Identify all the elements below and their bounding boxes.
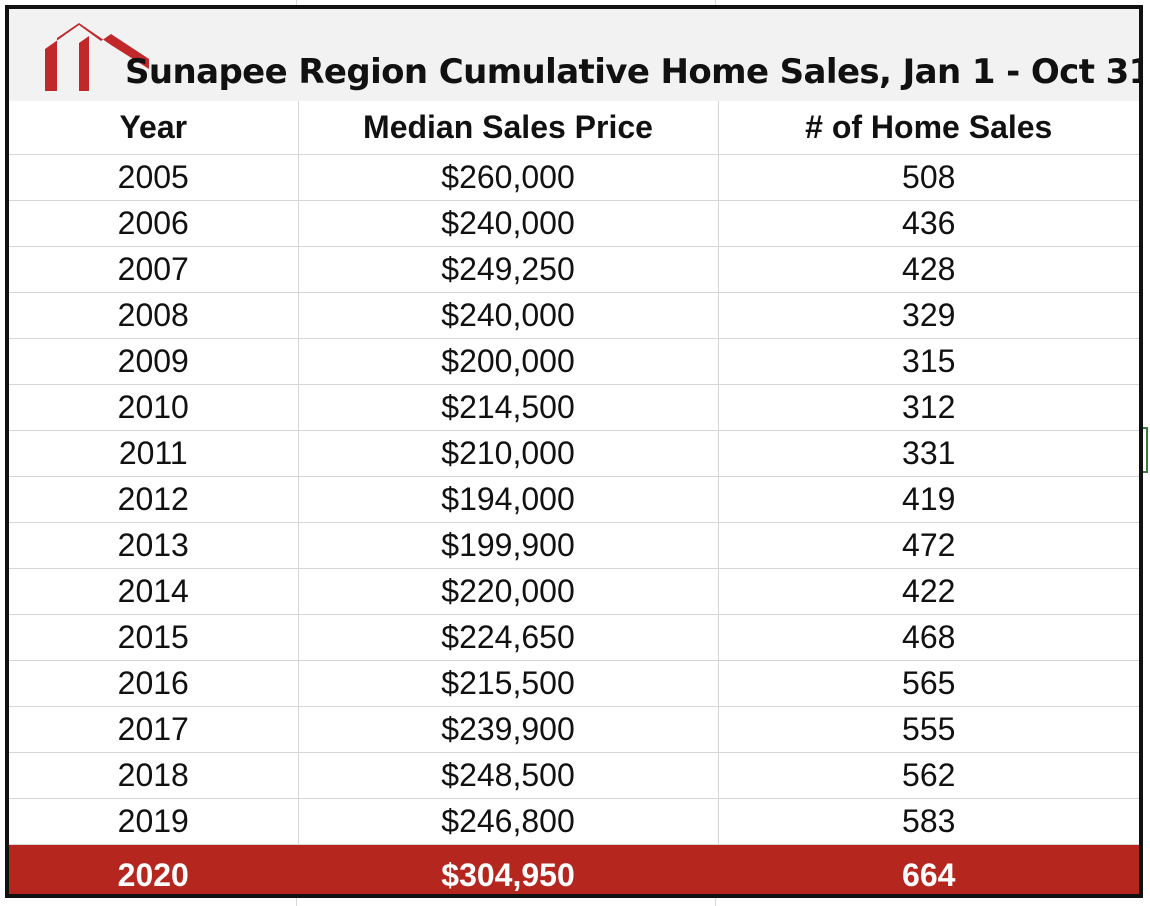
median-price-cell: $260,000 bbox=[298, 154, 719, 201]
home-sales-table: Year Median Sales Price # of Home Sales … bbox=[9, 101, 1139, 894]
median-price-cell: $304,950 bbox=[298, 844, 719, 894]
median-price-cell: $249,250 bbox=[298, 246, 719, 293]
table-row: 2013 $199,900 472 bbox=[9, 522, 1139, 569]
year-cell: 2018 bbox=[9, 752, 299, 799]
home-sales-cell: 428 bbox=[718, 246, 1139, 293]
median-price-cell: $194,000 bbox=[298, 476, 719, 523]
year-cell: 2019 bbox=[9, 798, 299, 845]
table-row: 2018 $248,500 562 bbox=[9, 752, 1139, 799]
median-price-cell: $200,000 bbox=[298, 338, 719, 385]
year-cell: 2010 bbox=[9, 384, 299, 431]
median-price-cell: $224,650 bbox=[298, 614, 719, 661]
sales-table-frame: Sunapee Region Cumulative Home Sales, Ja… bbox=[5, 5, 1143, 898]
table-row: 2007 $249,250 428 bbox=[9, 246, 1139, 293]
table-row: 2009 $200,000 315 bbox=[9, 338, 1139, 385]
home-sales-cell: 555 bbox=[718, 706, 1139, 753]
median-price-cell: $248,500 bbox=[298, 752, 719, 799]
year-cell: 2020 bbox=[9, 844, 299, 894]
header-row: Year Median Sales Price # of Home Sales bbox=[9, 101, 1139, 155]
home-sales-cell: 422 bbox=[718, 568, 1139, 615]
table-body: 2005 $260,000 508 2006 $240,000 436 2007 $249,2… bbox=[9, 154, 1139, 845]
header-year: Year bbox=[9, 101, 299, 155]
home-sales-cell: 315 bbox=[718, 338, 1139, 385]
house-roof-icon bbox=[45, 23, 149, 91]
year-cell: 2005 bbox=[9, 154, 299, 201]
year-cell: 2013 bbox=[9, 522, 299, 569]
median-price-cell: $240,000 bbox=[298, 200, 719, 247]
home-sales-cell: 329 bbox=[718, 292, 1139, 339]
median-price-cell: $239,900 bbox=[298, 706, 719, 753]
table-row: 2008 $240,000 329 bbox=[9, 292, 1139, 339]
table-row: 2016 $215,500 565 bbox=[9, 660, 1139, 707]
table-row: 2014 $220,000 422 bbox=[9, 568, 1139, 615]
home-sales-cell: 664 bbox=[718, 844, 1139, 894]
home-sales-cell: 583 bbox=[718, 798, 1139, 845]
home-sales-cell: 312 bbox=[718, 384, 1139, 431]
year-cell: 2012 bbox=[9, 476, 299, 523]
home-sales-cell: 331 bbox=[718, 430, 1139, 477]
year-cell: 2017 bbox=[9, 706, 299, 753]
table-row: 2017 $239,900 555 bbox=[9, 706, 1139, 753]
median-price-cell: $246,800 bbox=[298, 798, 719, 845]
table-row: 2006 $240,000 436 bbox=[9, 200, 1139, 247]
table-row: 2011 $210,000 331 bbox=[9, 430, 1139, 477]
table-row: 2010 $214,500 312 bbox=[9, 384, 1139, 431]
table-row: 2005 $260,000 508 bbox=[9, 154, 1139, 201]
year-cell: 2014 bbox=[9, 568, 299, 615]
year-cell: 2016 bbox=[9, 660, 299, 707]
header-home-sales: # of Home Sales bbox=[718, 101, 1139, 155]
median-price-cell: $210,000 bbox=[298, 430, 719, 477]
median-price-cell: $214,500 bbox=[298, 384, 719, 431]
median-price-cell: $199,900 bbox=[298, 522, 719, 569]
highlight-row-current-year: 2020 $304,950 664 bbox=[9, 844, 1139, 894]
home-sales-cell: 472 bbox=[718, 522, 1139, 569]
page-title: Sunapee Region Cumulative Home Sales, Ja… bbox=[125, 52, 1143, 92]
title-bar: Sunapee Region Cumulative Home Sales, Ja… bbox=[9, 9, 1139, 101]
year-cell: 2015 bbox=[9, 614, 299, 661]
home-sales-cell: 468 bbox=[718, 614, 1139, 661]
table-row: 2012 $194,000 419 bbox=[9, 476, 1139, 523]
year-cell: 2008 bbox=[9, 292, 299, 339]
median-price-cell: $220,000 bbox=[298, 568, 719, 615]
home-sales-cell: 419 bbox=[718, 476, 1139, 523]
cell-selection-indicator bbox=[1139, 427, 1148, 473]
table-row: 2015 $224,650 468 bbox=[9, 614, 1139, 661]
year-cell: 2011 bbox=[9, 430, 299, 477]
home-sales-cell: 562 bbox=[718, 752, 1139, 799]
median-price-cell: $215,500 bbox=[298, 660, 719, 707]
year-cell: 2007 bbox=[9, 246, 299, 293]
median-price-cell: $240,000 bbox=[298, 292, 719, 339]
year-cell: 2009 bbox=[9, 338, 299, 385]
year-cell: 2006 bbox=[9, 200, 299, 247]
home-sales-cell: 565 bbox=[718, 660, 1139, 707]
home-sales-cell: 436 bbox=[718, 200, 1139, 247]
table-row: 2019 $246,800 583 bbox=[9, 798, 1139, 845]
home-sales-cell: 508 bbox=[718, 154, 1139, 201]
header-median-price: Median Sales Price bbox=[298, 101, 719, 155]
